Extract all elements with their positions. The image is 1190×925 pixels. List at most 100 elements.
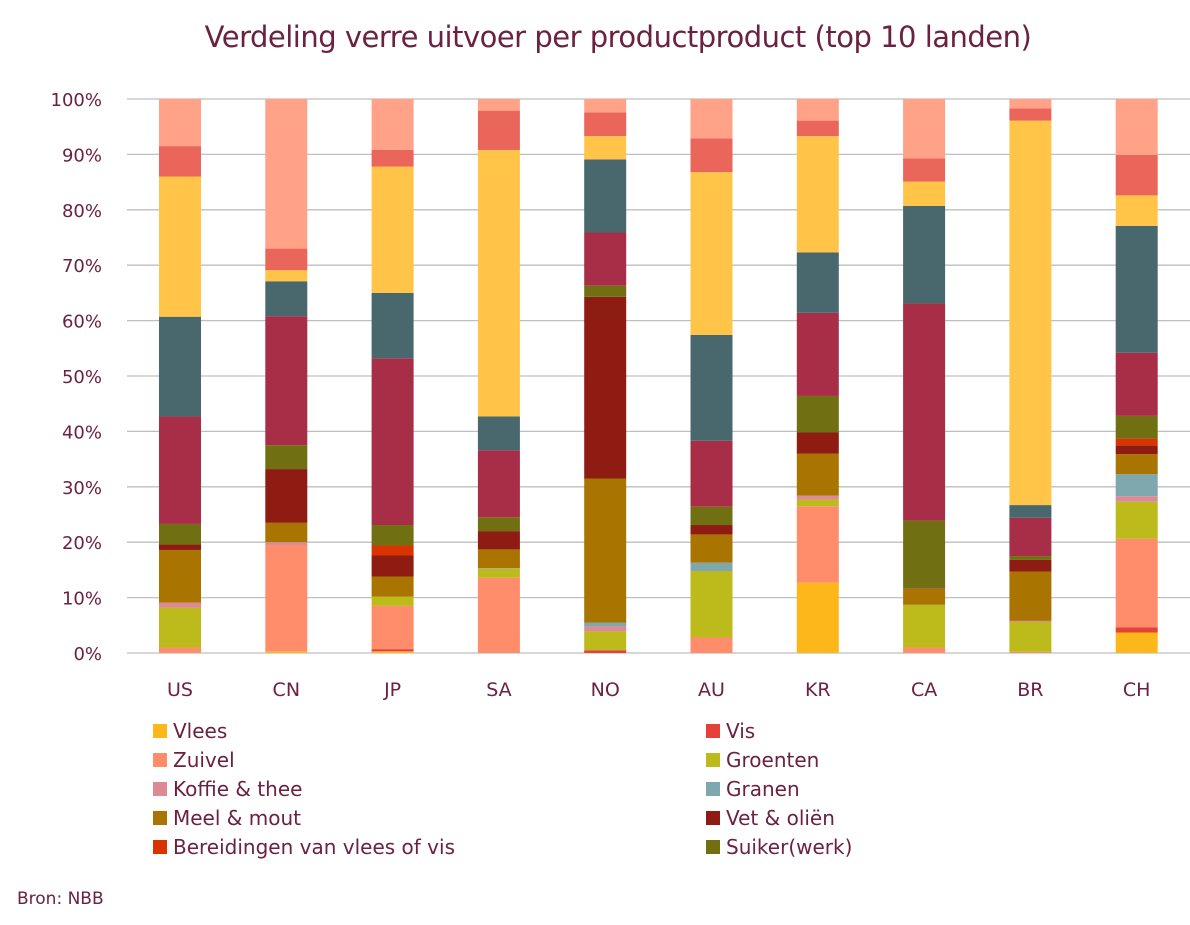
- legend-label: Vet & oliën: [726, 806, 835, 830]
- bar-segment: [796, 252, 839, 313]
- bar-segment: [690, 99, 733, 139]
- bar-segment: [159, 416, 201, 524]
- legend-item: Koffie & thee: [153, 777, 302, 801]
- legend-label: Koffie & thee: [173, 777, 303, 801]
- bar-stack-us: [159, 99, 201, 653]
- legend-label: Zuivel: [173, 748, 235, 772]
- legend-swatch: [153, 724, 167, 738]
- bar-segment: [477, 577, 520, 653]
- bar-segment: [1115, 154, 1158, 196]
- bar-segment: [1115, 438, 1158, 446]
- bar-segment: [265, 270, 308, 282]
- bar-segment: [1009, 571, 1052, 621]
- bar-segment: [265, 542, 308, 545]
- x-tick-label: CA: [911, 679, 937, 701]
- bar-segment: [584, 626, 627, 632]
- x-tick-label: JP: [383, 679, 401, 701]
- bar-segment: [903, 588, 946, 589]
- legend-item: Zuivel: [153, 748, 235, 772]
- legend-swatch: [153, 811, 167, 825]
- bar-segment: [477, 450, 520, 518]
- bar-segment: [159, 523, 201, 545]
- bar-segment: [903, 647, 946, 653]
- bars: [159, 99, 1158, 653]
- y-tick-label: 70%: [62, 256, 102, 277]
- bar-segment: [796, 99, 839, 121]
- bar-segment: [903, 99, 946, 159]
- bar-segment: [159, 647, 201, 653]
- y-tick-label: 40%: [62, 422, 102, 443]
- bar-segment: [371, 149, 414, 167]
- bar-segment: [1115, 225, 1158, 353]
- x-tick-label: KR: [805, 679, 831, 701]
- bar-stack-br: [1009, 99, 1052, 653]
- bar-segment: [796, 432, 839, 454]
- bar-segment: [159, 607, 201, 648]
- x-tick-label: BR: [1017, 679, 1043, 701]
- bar-segment: [690, 571, 733, 638]
- bar-segment: [371, 605, 414, 650]
- x-tick-label: CH: [1123, 679, 1151, 701]
- y-tick-label: 90%: [62, 145, 102, 166]
- legend-label: Vlees: [173, 719, 228, 743]
- bar-segment: [371, 596, 414, 606]
- bar-segment: [477, 568, 520, 578]
- bar-segment: [265, 651, 308, 653]
- bar-segment: [796, 395, 839, 433]
- bar-segment: [371, 292, 414, 359]
- bar-segment: [371, 358, 414, 526]
- bar-segment: [903, 604, 946, 648]
- bar-segment: [796, 495, 839, 500]
- bar-segment: [159, 544, 201, 550]
- bar-stack-no: [584, 99, 627, 653]
- legend-item: Granen: [706, 777, 800, 801]
- legend-label: Meel & mout: [173, 806, 301, 830]
- bar-segment: [159, 316, 201, 417]
- bar-segment: [477, 517, 520, 532]
- y-tick-label: 50%: [62, 367, 102, 388]
- y-tick-label: 30%: [62, 478, 102, 499]
- bar-segment: [1009, 120, 1052, 506]
- bar-segment: [477, 110, 520, 150]
- legend-swatch: [706, 782, 720, 796]
- source-note: Bron: NBB: [17, 889, 104, 909]
- bar-segment: [1115, 195, 1158, 226]
- bar-segment: [1115, 538, 1158, 628]
- bar-segment: [1009, 556, 1052, 560]
- legend-swatch: [706, 840, 720, 854]
- x-axis-ticks: US CN JP SA NO AU KR CA BR CH: [167, 679, 1150, 701]
- bar-segment: [796, 120, 839, 137]
- legend-label: Groenten: [726, 748, 820, 772]
- x-tick-label: AU: [698, 679, 725, 701]
- bar-segment: [265, 248, 308, 271]
- legend-item: Suiker(werk): [706, 835, 852, 859]
- bar-segment: [371, 525, 414, 546]
- bar-segment: [1009, 559, 1052, 572]
- bar-segment: [796, 453, 839, 496]
- y-tick-label: 100%: [51, 90, 102, 111]
- bar-segment: [371, 555, 414, 577]
- bar-segment: [903, 303, 946, 521]
- legend-label: Granen: [726, 777, 800, 801]
- bar-segment: [584, 285, 627, 297]
- legend-label: Suiker(werk): [726, 835, 853, 859]
- bar-segment: [1009, 99, 1052, 109]
- bar-segment: [265, 522, 308, 543]
- bar-segment: [1115, 445, 1158, 455]
- bar-segment: [265, 316, 308, 446]
- bar-segment: [584, 159, 627, 233]
- legend-swatch: [706, 724, 720, 738]
- bar-segment: [159, 602, 201, 608]
- chart-title: Verdeling verre uitvoer per productprodu…: [204, 20, 1032, 54]
- x-tick-label: NO: [591, 679, 620, 701]
- bar-segment: [1009, 651, 1052, 653]
- bar-stack-kr: [796, 99, 839, 653]
- legend-item: Groenten: [706, 748, 819, 772]
- bar-segment: [584, 650, 627, 653]
- bar-segment: [690, 335, 733, 441]
- bar-segment: [903, 588, 946, 605]
- bar-segment: [690, 562, 733, 572]
- bar-segment: [371, 166, 414, 293]
- bar-segment: [584, 112, 627, 137]
